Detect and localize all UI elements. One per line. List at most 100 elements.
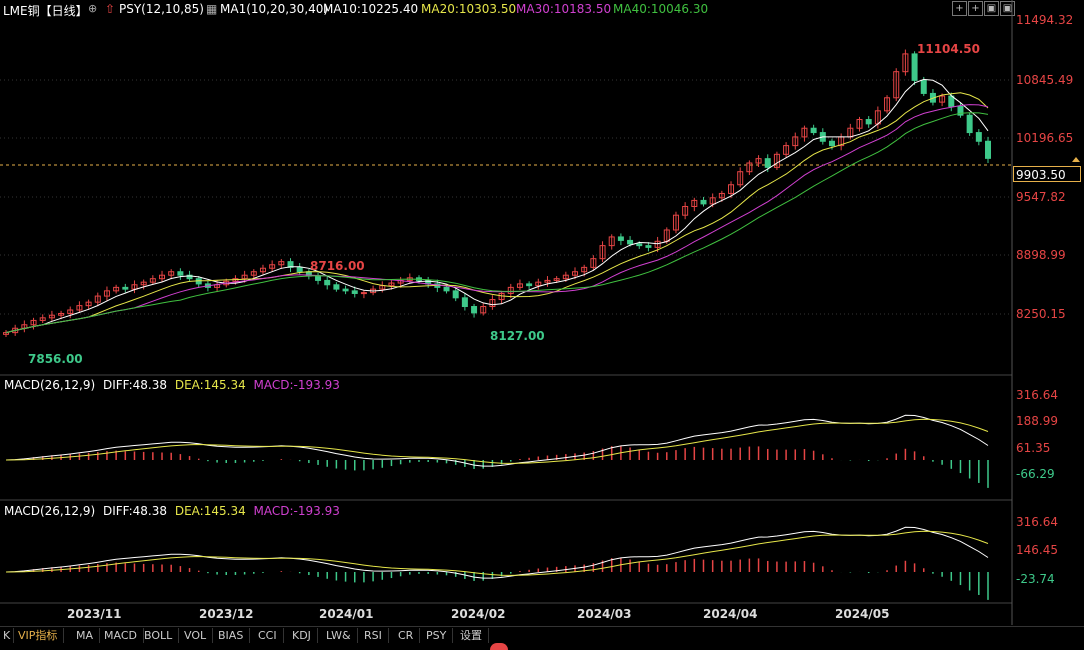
candle [85, 301, 92, 307]
candle [250, 271, 257, 276]
scrollbar[interactable] [404, 643, 1080, 650]
macd1-diff: DIFF:48.38 [102, 378, 168, 392]
candle [351, 290, 358, 294]
candle [507, 286, 514, 294]
candle [113, 286, 120, 292]
candle [985, 140, 991, 159]
tab-vol[interactable]: VOL [178, 628, 214, 643]
candle [3, 332, 9, 335]
macd1-name[interactable]: MACD(26,12,9) [4, 378, 96, 392]
candle [672, 214, 679, 231]
candle [67, 309, 74, 314]
macd2-title: MACD(26,12,9) DIFF:48.38 DEA:145.34 MACD… [4, 504, 344, 518]
ma-line-0 [5, 78, 989, 334]
ma10-value: MA10:10225.40 [323, 2, 419, 16]
psy-indicator[interactable]: PSY(12,10,85) [119, 2, 204, 16]
candle [159, 274, 166, 280]
tab-ma[interactable]: MA [70, 628, 101, 643]
candle [902, 53, 909, 73]
candle [461, 297, 468, 308]
chart-icon: ▦ [206, 2, 218, 16]
zoom-in-button[interactable]: + [952, 1, 967, 16]
candle [893, 71, 900, 99]
candle [287, 261, 294, 268]
price-label: 10196.65 [1016, 131, 1074, 145]
candle [516, 283, 523, 288]
candle [966, 114, 973, 134]
layout-button[interactable]: ▣ [984, 1, 999, 16]
macd1-label: 316.64 [1016, 388, 1058, 402]
candle [884, 97, 891, 112]
candle [856, 119, 863, 129]
candle [526, 283, 533, 287]
candle [58, 312, 65, 316]
current-price-box: 9903.50 [1013, 166, 1081, 182]
price-label: 11494.32 [1016, 13, 1074, 27]
date-label: 2023/12 [199, 607, 254, 621]
candle [269, 264, 276, 269]
candle [30, 319, 37, 326]
tab-cr[interactable]: CR [392, 628, 421, 643]
scroll-handle[interactable] [490, 643, 508, 650]
settings-icon[interactable]: ⊕ [88, 2, 98, 15]
candle [186, 274, 193, 280]
candle [810, 127, 817, 134]
candle [149, 278, 156, 283]
candle [691, 199, 698, 207]
date-label: 2024/05 [835, 607, 890, 621]
tab-settings[interactable]: 设置 [454, 628, 489, 643]
candle [333, 284, 340, 290]
tab-kdj[interactable]: KDJ [286, 628, 318, 643]
tab-boll[interactable]: BOLL [138, 628, 180, 643]
tab-k[interactable]: K [0, 628, 15, 643]
candle [627, 239, 634, 245]
tab-psy[interactable]: PSY [420, 628, 454, 643]
tab-bias[interactable]: BIAS [212, 628, 251, 643]
tab-lw[interactable]: LW& [320, 628, 358, 643]
candle [801, 127, 808, 138]
maximize-button[interactable]: ▣ [1000, 1, 1015, 16]
candle [728, 184, 735, 194]
price-label: 10845.49 [1016, 73, 1074, 87]
price-label: 9547.82 [1016, 190, 1066, 204]
candle [911, 53, 918, 81]
up-arrow-icon: ⇧ [105, 2, 116, 16]
candle [122, 286, 129, 290]
ma20-value: MA20:10303.50 [421, 2, 517, 16]
candle [581, 266, 588, 273]
chart-header: LME铜【日线】 ⊕ ⇧ PSY(12,10,85) ▦ MA1(10,20,3… [0, 0, 1084, 18]
ma30-value: MA30:10183.50 [516, 2, 612, 16]
candle [480, 306, 487, 314]
macd1-macd: MACD:-193.93 [253, 378, 340, 392]
candle [828, 140, 835, 147]
candle [608, 236, 615, 247]
dea-line [5, 418, 989, 464]
macd2-dea: DEA:145.34 [174, 504, 246, 518]
ma40-value: MA40:10046.30 [613, 2, 709, 16]
macd2-name[interactable]: MACD(26,12,9) [4, 504, 96, 518]
tab-macd[interactable]: MACD [98, 628, 144, 643]
ma-indicator-name[interactable]: MA1(10,20,30,40) [220, 2, 329, 16]
tab-vip[interactable]: VIP指标 [12, 628, 65, 643]
candle [590, 258, 597, 268]
price-label: 8250.15 [1016, 307, 1066, 321]
candle [342, 288, 349, 292]
candle [709, 197, 716, 205]
macd2-label: -23.74 [1016, 572, 1055, 586]
candle [746, 162, 753, 173]
diff-line [5, 526, 989, 579]
move-button[interactable]: + [968, 1, 983, 16]
candle [168, 271, 175, 276]
candle [773, 153, 780, 168]
tab-cci[interactable]: CCI [252, 628, 284, 643]
candle [792, 136, 799, 147]
date-label: 2024/03 [577, 607, 632, 621]
candle [471, 306, 478, 314]
candle [645, 245, 652, 248]
candle [553, 278, 560, 281]
candle [443, 286, 450, 292]
tab-rsi[interactable]: RSI [358, 628, 389, 643]
date-label: 2024/02 [451, 607, 506, 621]
candle [388, 282, 395, 287]
